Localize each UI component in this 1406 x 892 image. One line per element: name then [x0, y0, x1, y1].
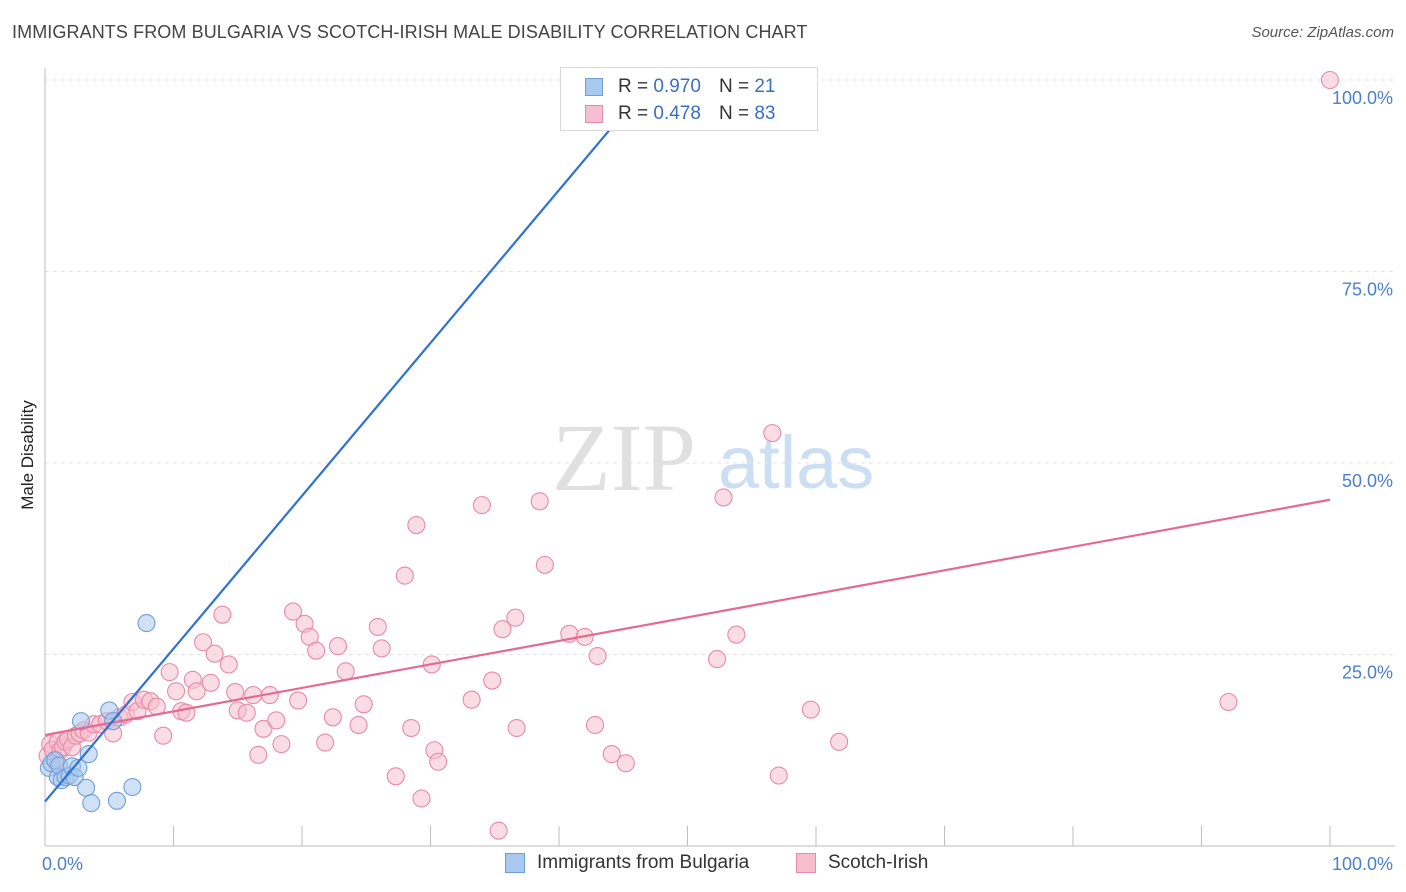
data-point: [402, 718, 421, 738]
data-point: [354, 695, 373, 714]
source-label: Source: ZipAtlas.com: [1251, 24, 1394, 41]
data-point: [535, 555, 554, 574]
data-point: [489, 821, 508, 840]
data-point: [205, 644, 224, 663]
data-point: [69, 758, 88, 777]
tick-labels: 25.0% 50.0% 75.0% 100.0% 0.0% 100.0%: [42, 88, 1393, 874]
watermark: ZIP atlas: [552, 404, 874, 511]
data-point: [107, 791, 127, 810]
data-point: [763, 424, 782, 443]
data-point: [507, 718, 526, 738]
data-point: [708, 650, 727, 669]
data-point: [316, 733, 335, 752]
data-point: [160, 663, 179, 682]
data-point: [249, 745, 268, 764]
legend-n-value: 21: [754, 76, 776, 97]
data-point: [412, 789, 431, 808]
data-point: [349, 715, 368, 735]
y-tick-label: 100.0%: [1332, 88, 1393, 108]
scotch-irish-trend-line: [44, 498, 1331, 737]
data-point: [307, 641, 326, 660]
data-point: [714, 488, 733, 507]
data-point: [219, 655, 238, 674]
legend-n-value: 83: [754, 103, 776, 124]
data-point: [123, 777, 142, 797]
data-point: [616, 754, 635, 773]
y-tick-label: 50.0%: [1342, 471, 1393, 491]
data-point: [323, 708, 342, 727]
data-point: [602, 745, 621, 764]
data-point: [154, 726, 173, 745]
data-point: [82, 794, 101, 813]
bottom-legend-swatch-bulgaria: [505, 853, 525, 873]
bottom-legend-swatch-scotch-irish: [796, 853, 816, 873]
legend-row-bulgaria: R = 0.970 N = 21: [585, 75, 775, 99]
data-point: [71, 712, 91, 731]
data-point: [194, 633, 213, 652]
axes: [44, 68, 1395, 847]
legend-r-label: R =: [618, 103, 649, 124]
data-point: [386, 767, 405, 786]
data-point: [237, 703, 256, 722]
data-point: [167, 682, 186, 701]
data-point: [336, 662, 355, 681]
data-point: [177, 703, 196, 722]
data-point: [1320, 70, 1340, 90]
data-point: [727, 625, 746, 644]
data-point: [267, 711, 286, 730]
bulgaria-points: [39, 70, 661, 813]
x-tick-label: 100.0%: [1332, 854, 1393, 874]
data-point: [472, 496, 491, 515]
legend-n-label: N =: [718, 103, 750, 124]
data-point: [289, 691, 308, 710]
data-point: [483, 671, 502, 690]
data-point: [187, 682, 206, 701]
bottom-legend-scotch-irish: Scotch-Irish: [796, 852, 928, 874]
data-point: [462, 690, 481, 709]
legend-r-label: R =: [618, 76, 649, 97]
data-point: [368, 617, 387, 636]
data-point: [429, 752, 448, 771]
data-point: [585, 715, 605, 735]
legend-swatch-scotch-irish: [585, 105, 603, 123]
data-point: [506, 608, 525, 627]
bulgaria-trend-line: [44, 79, 653, 803]
bottom-legend-label-bulgaria: Immigrants from Bulgaria: [537, 852, 750, 873]
legend-r-value: 0.970: [653, 76, 701, 97]
watermark-zip: ZIP: [552, 404, 696, 511]
legend-r-value: 0.478: [653, 103, 701, 124]
data-point: [328, 637, 348, 656]
legend: R = 0.970 N = 21 R = 0.478 N = 83: [560, 67, 818, 131]
data-point: [830, 732, 849, 751]
gridlines: [45, 79, 1395, 655]
data-point: [407, 515, 426, 535]
data-point: [769, 766, 788, 785]
legend-swatch-bulgaria: [585, 78, 603, 96]
data-point: [213, 605, 232, 624]
trend-lines: [44, 79, 1331, 803]
data-point: [493, 620, 512, 639]
legend-n-label: N =: [718, 76, 750, 97]
legend-row-scotch-irish: R = 0.478 N = 83: [585, 102, 775, 126]
data-point: [137, 614, 156, 633]
data-point: [372, 639, 391, 658]
data-point: [79, 745, 98, 764]
data-point: [395, 566, 414, 585]
data-point: [801, 700, 820, 719]
chart-title: IMMIGRANTS FROM BULGARIA VS SCOTCH-IRISH…: [12, 22, 808, 42]
bottom-legend-label-scotch-irish: Scotch-Irish: [828, 852, 929, 873]
data-point: [201, 673, 220, 692]
y-tick-label: 25.0%: [1342, 663, 1393, 683]
data-point: [77, 778, 96, 797]
data-point: [272, 735, 291, 754]
data-point: [254, 719, 273, 738]
data-point: [283, 602, 303, 621]
data-point: [530, 492, 549, 511]
bottom-legend-bulgaria: Immigrants from Bulgaria: [505, 852, 749, 874]
x-tick-label: 0.0%: [42, 854, 83, 874]
data-point: [588, 646, 607, 666]
data-point: [1219, 692, 1238, 712]
y-tick-label: 75.0%: [1342, 280, 1393, 300]
